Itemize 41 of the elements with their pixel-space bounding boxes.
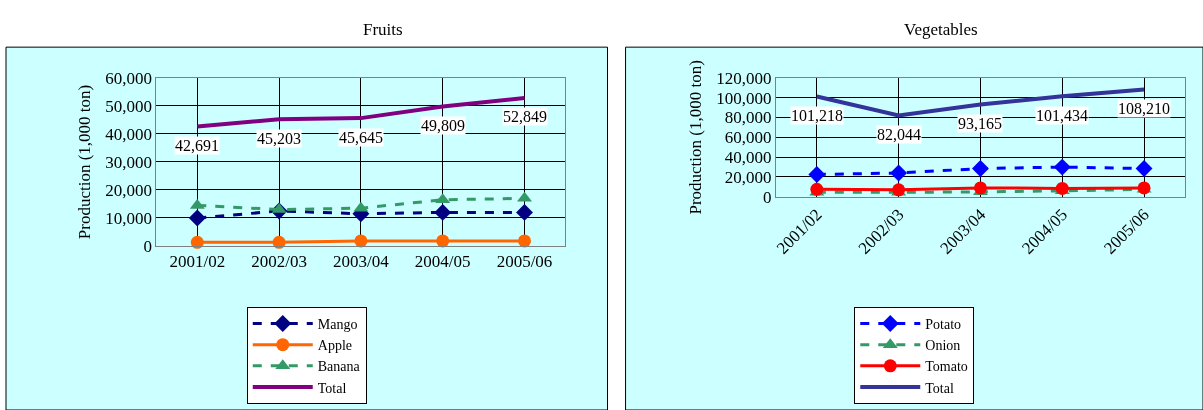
y-tick-label: 0 (143, 236, 152, 256)
x-tick-label: 2005/06 (496, 252, 553, 272)
data-label: 45,645 (339, 129, 383, 146)
y-tick-label: 120,000 (716, 68, 772, 88)
legend-label: Tomato (925, 359, 968, 375)
x-tick-label: 2001/02 (169, 252, 226, 272)
chart-title: Fruits (363, 20, 403, 39)
y-tick-label: 50,000 (105, 96, 152, 116)
legend-label: Total (925, 380, 954, 396)
data-label: 52,849 (503, 108, 547, 125)
data-label: 93,165 (958, 115, 1002, 132)
data-label: 108,210 (1118, 100, 1170, 117)
y-tick-label: 60,000 (105, 68, 152, 88)
y-tick-label: 20,000 (105, 180, 152, 200)
y-tick-label: 0 (763, 187, 772, 207)
y-tick-label: 80,000 (724, 108, 772, 128)
legend-label: Total (317, 380, 347, 396)
y-tick-label: 60,000 (724, 128, 772, 148)
y-tick-label: 10,000 (105, 208, 152, 228)
data-label: 101,218 (791, 107, 843, 124)
chart-title: Vegetables (904, 20, 978, 39)
x-tick-label: 2004/05 (414, 252, 471, 272)
legend-label: Onion (925, 338, 961, 354)
x-tick-label: 2003/04 (333, 252, 390, 272)
legend-label: Banana (317, 359, 361, 375)
data-label: 82,044 (877, 126, 921, 143)
y-axis-title: Production (1,000 ton) (74, 84, 94, 240)
legend-label: Mango (317, 316, 358, 332)
y-tick-label: 40,000 (105, 124, 152, 144)
y-tick-label: 20,000 (724, 167, 772, 187)
y-tick-label: 30,000 (105, 152, 152, 172)
y-tick-label: 40,000 (724, 148, 772, 168)
legend-label: Apple (317, 338, 352, 354)
data-label: 42,691 (175, 137, 219, 154)
data-label: 101,434 (1036, 107, 1088, 124)
x-tick-label: 2002/03 (251, 252, 307, 272)
data-label: 45,203 (257, 130, 301, 147)
y-axis-title: Production (1,000 ton) (685, 60, 705, 215)
y-tick-label: 100,000 (716, 88, 772, 108)
legend-label: Potato (925, 316, 962, 332)
data-label: 49,809 (421, 117, 465, 134)
